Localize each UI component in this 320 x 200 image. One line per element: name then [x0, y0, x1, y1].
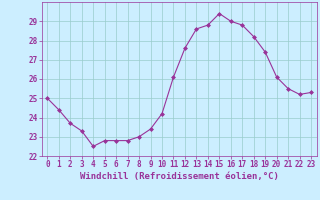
X-axis label: Windchill (Refroidissement éolien,°C): Windchill (Refroidissement éolien,°C)	[80, 172, 279, 181]
